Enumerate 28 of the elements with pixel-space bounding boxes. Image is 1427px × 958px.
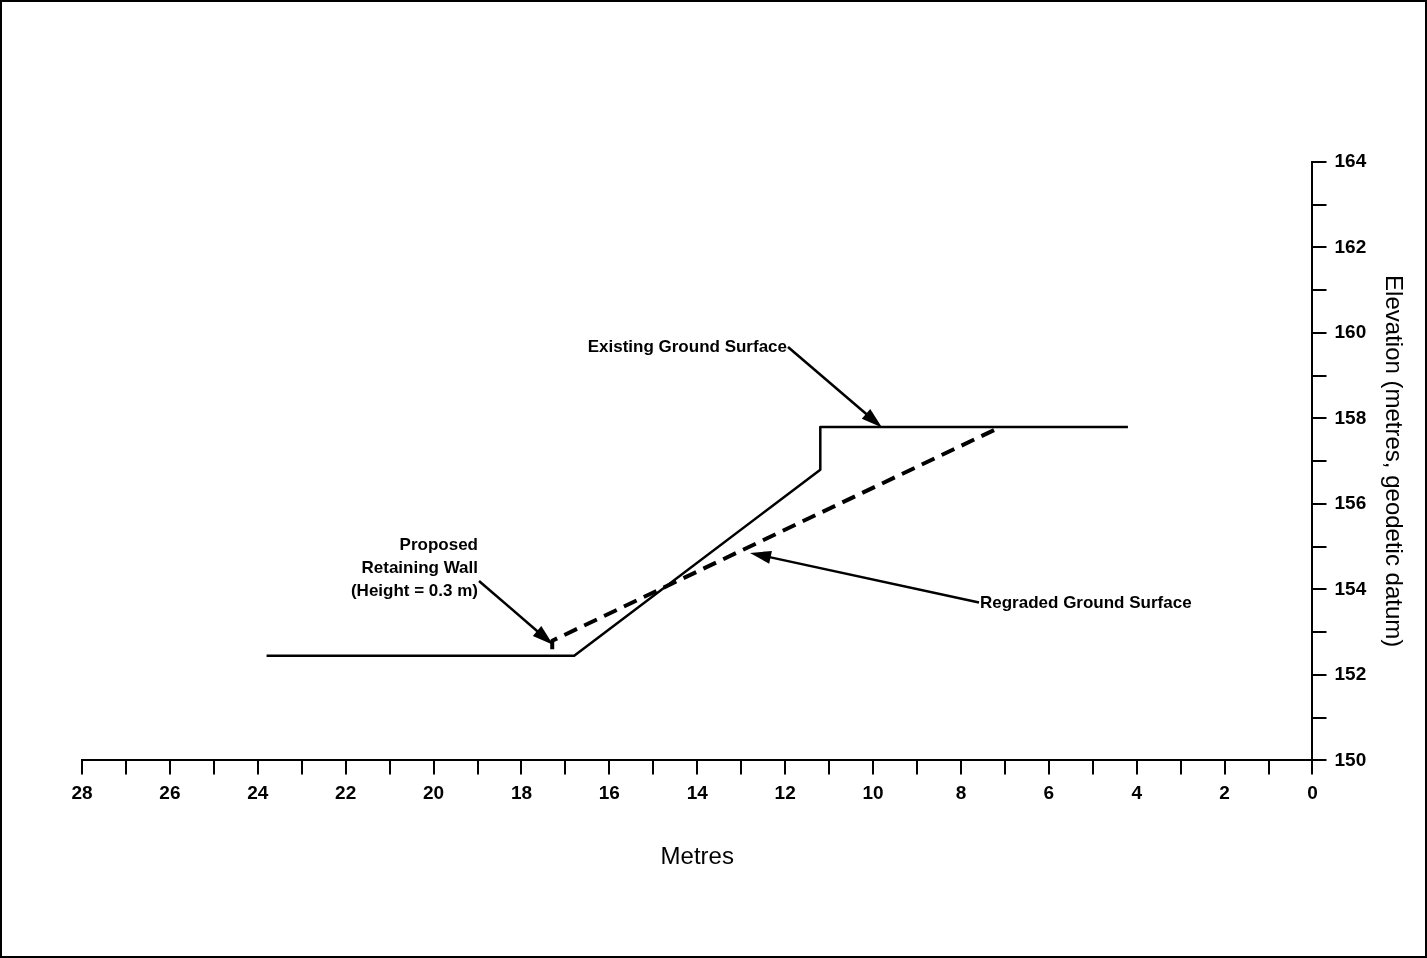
y-tick-label: 158 bbox=[1334, 406, 1367, 428]
x-tick-label: 0 bbox=[1307, 782, 1318, 804]
x-axis-title: Metres bbox=[660, 842, 734, 870]
x-tick-label: 12 bbox=[774, 782, 796, 804]
x-tick-label: 22 bbox=[335, 782, 357, 804]
y-tick-label: 152 bbox=[1334, 663, 1367, 685]
x-tick-label: 20 bbox=[423, 782, 445, 804]
x-tick-label: 6 bbox=[1043, 782, 1055, 804]
x-tick-label: 28 bbox=[71, 782, 93, 804]
x-tick-label: 16 bbox=[598, 782, 620, 804]
x-tick-label: 24 bbox=[247, 782, 269, 804]
x-tick-label: 8 bbox=[955, 782, 967, 804]
annotation: Proposed Retaining Wall (Height = 0.3 m) bbox=[350, 534, 478, 602]
annotation: Existing Ground Surface bbox=[587, 336, 787, 358]
x-tick-label: 26 bbox=[159, 782, 181, 804]
y-axis-title: Elevation (metres, geodetic datum) bbox=[1380, 275, 1408, 648]
y-tick-label: 154 bbox=[1334, 577, 1367, 599]
annotation: Regraded Ground Surface bbox=[980, 592, 1192, 614]
y-tick-label: 150 bbox=[1334, 748, 1367, 770]
x-tick-label: 2 bbox=[1219, 782, 1230, 804]
y-tick-label: 160 bbox=[1334, 321, 1367, 343]
y-tick-label: 164 bbox=[1334, 150, 1367, 172]
y-tick-label: 162 bbox=[1334, 235, 1367, 257]
x-tick-label: 4 bbox=[1131, 782, 1143, 804]
x-tick-label: 18 bbox=[510, 782, 533, 804]
x-tick-label: 10 bbox=[862, 782, 884, 804]
y-tick-label: 156 bbox=[1334, 492, 1367, 514]
x-tick-label: 14 bbox=[686, 782, 709, 804]
